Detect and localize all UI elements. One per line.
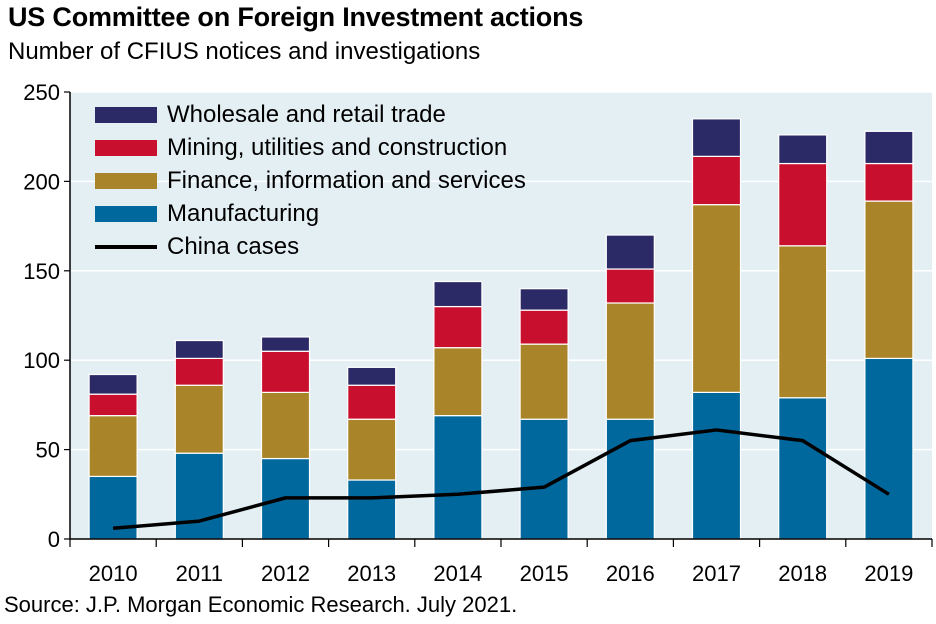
bar-mining bbox=[174, 357, 224, 386]
y-tick-label: 150 bbox=[23, 259, 60, 284]
x-tick-label: 2019 bbox=[864, 561, 913, 586]
y-tick-label: 50 bbox=[36, 438, 60, 463]
legend-line-china-cases bbox=[95, 245, 157, 249]
bar-wholesale bbox=[433, 280, 483, 308]
bar-wholesale bbox=[174, 339, 224, 360]
bar-finance bbox=[778, 245, 828, 399]
bar-wholesale bbox=[778, 134, 828, 165]
x-tick-label: 2018 bbox=[778, 561, 827, 586]
bar-finance bbox=[174, 384, 224, 454]
bar-finance bbox=[605, 302, 655, 420]
x-tick-label: 2011 bbox=[176, 561, 223, 586]
bar-mining bbox=[864, 162, 914, 202]
legend-label-mining: Mining, utilities and construction bbox=[167, 134, 508, 161]
bar-wholesale bbox=[605, 234, 655, 270]
legend-swatch-manufacturing bbox=[95, 206, 157, 222]
bar-finance bbox=[260, 391, 311, 460]
legend-swatch-finance bbox=[95, 173, 157, 189]
bar-manufacturing bbox=[778, 397, 828, 540]
x-tick-label: 2016 bbox=[606, 561, 655, 586]
bar-manufacturing bbox=[864, 357, 914, 540]
bar-wholesale bbox=[347, 366, 397, 386]
y-tick-label: 100 bbox=[23, 348, 60, 373]
x-tick-label: 2017 bbox=[692, 561, 741, 586]
bar-mining bbox=[260, 350, 311, 393]
bar-wholesale bbox=[691, 118, 742, 157]
y-tick-label: 0 bbox=[48, 527, 60, 552]
bar-mining bbox=[433, 305, 483, 349]
bar-finance bbox=[433, 347, 483, 417]
legend-swatch-wholesale bbox=[95, 107, 157, 123]
y-tick-label: 250 bbox=[23, 80, 60, 105]
stacked-bar-chart: 0 50 100 150 200 250 2010 2011 2012 2013 2014 2015 2… bbox=[23, 80, 933, 586]
bar-finance bbox=[864, 200, 914, 360]
bar-finance bbox=[519, 343, 569, 420]
legend-label-china-cases: China cases bbox=[167, 233, 300, 260]
bar-mining bbox=[778, 162, 828, 247]
bar-mining bbox=[605, 268, 655, 304]
bar-mining bbox=[519, 309, 569, 345]
chart-title: US Committee on Foreign Investment actio… bbox=[8, 2, 584, 32]
source-note: Source: J.P. Morgan Economic Research. J… bbox=[4, 592, 518, 617]
bar-manufacturing bbox=[433, 415, 483, 540]
bar-mining bbox=[88, 393, 138, 417]
x-tick-label: 2010 bbox=[89, 561, 138, 586]
bar-manufacturing bbox=[691, 391, 742, 540]
legend-swatch-mining bbox=[95, 140, 157, 156]
y-tick-label: 200 bbox=[23, 169, 60, 194]
x-tick-label: 2012 bbox=[261, 561, 310, 586]
bar-finance bbox=[691, 204, 742, 393]
bar-wholesale bbox=[519, 288, 569, 311]
bar-wholesale bbox=[864, 130, 914, 165]
bar-manufacturing bbox=[88, 475, 138, 540]
bar-finance bbox=[88, 415, 138, 478]
bar-manufacturing bbox=[174, 452, 224, 540]
bar-mining bbox=[347, 384, 397, 420]
legend-label-wholesale: Wholesale and retail trade bbox=[167, 101, 446, 128]
x-tick-label: 2014 bbox=[433, 561, 482, 586]
line-china-cases bbox=[112, 428, 890, 531]
legend-label-finance: Finance, information and services bbox=[167, 167, 526, 194]
bar-finance bbox=[347, 418, 397, 481]
legend-label-manufacturing: Manufacturing bbox=[167, 200, 320, 227]
x-tick-label: 2013 bbox=[347, 561, 396, 586]
chart-subtitle: Number of CFIUS notices and investigatio… bbox=[8, 38, 481, 65]
x-tick-label: 2015 bbox=[520, 561, 569, 586]
bar-wholesale bbox=[88, 373, 138, 395]
bar-mining bbox=[691, 155, 742, 206]
bar-wholesale bbox=[260, 336, 311, 352]
bar-manufacturing bbox=[347, 479, 397, 540]
